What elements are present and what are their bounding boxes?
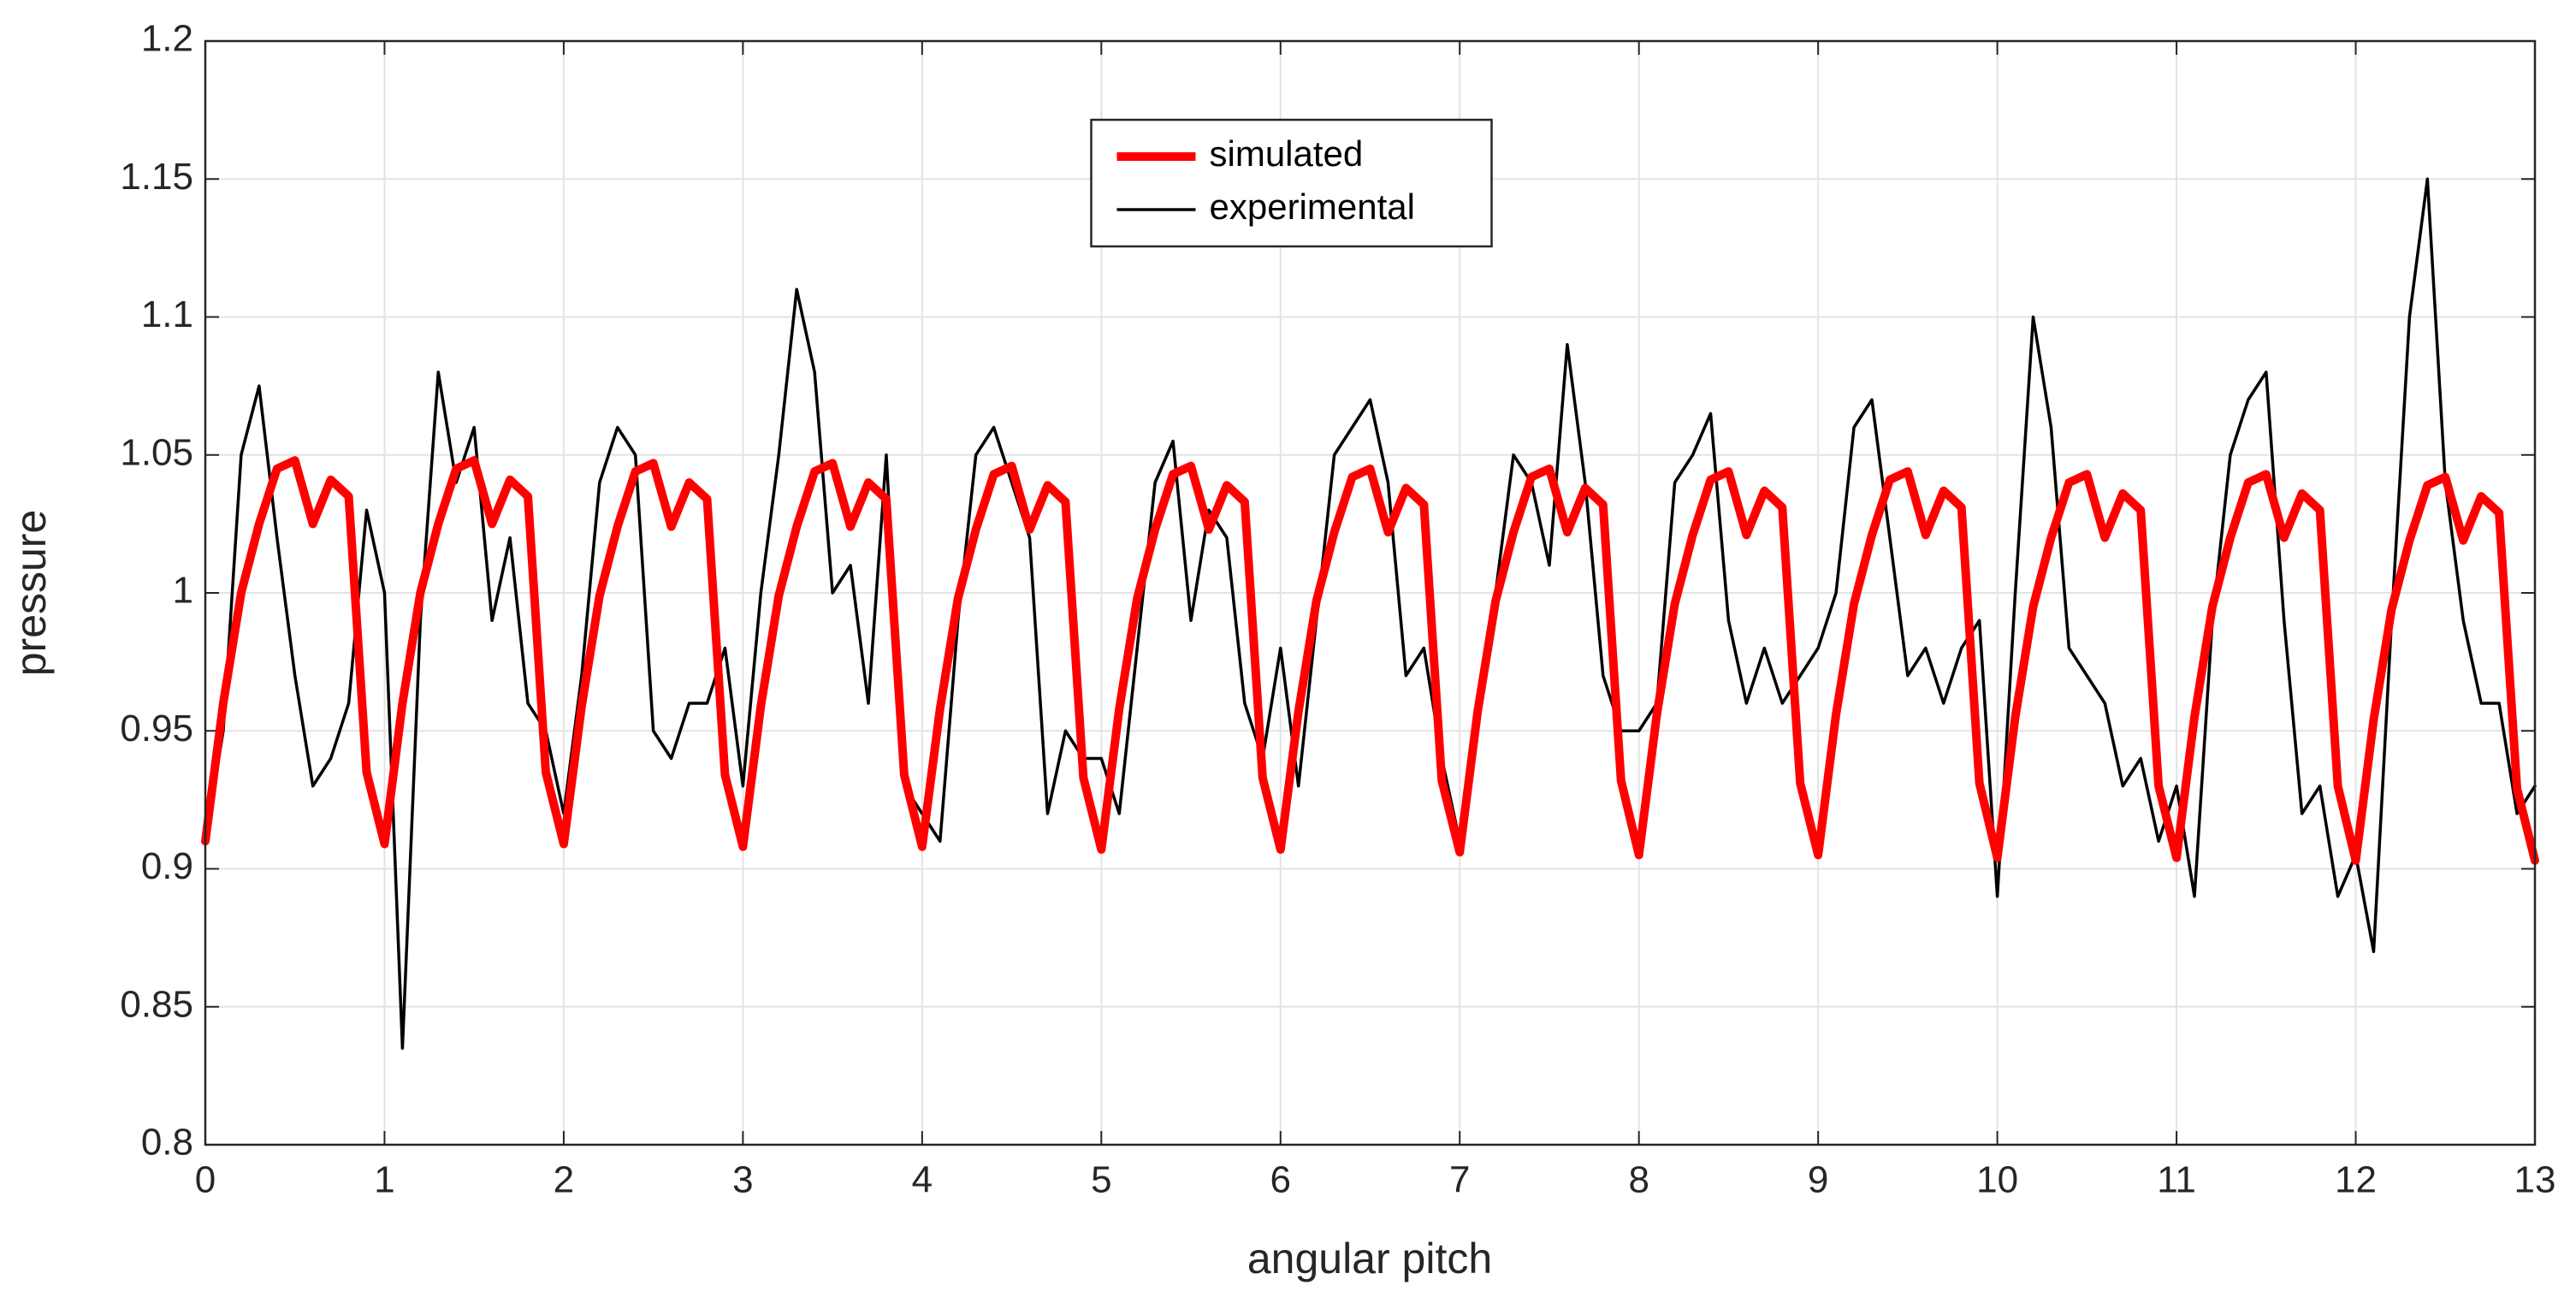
y-tick-label: 1.15 bbox=[120, 156, 193, 198]
y-tick-label: 0.95 bbox=[120, 708, 193, 749]
x-tick-label: 10 bbox=[1976, 1159, 2018, 1201]
x-tick-label: 9 bbox=[1808, 1159, 1828, 1201]
data-line bbox=[204, 177, 2537, 1050]
y-tick-label: 1.05 bbox=[120, 431, 193, 473]
x-tick-label: 1 bbox=[374, 1159, 394, 1201]
legend-label: simulated bbox=[1210, 133, 1364, 174]
x-tick-label: 5 bbox=[1091, 1159, 1111, 1201]
y-tick-label: 0.85 bbox=[120, 983, 193, 1025]
plot-frame bbox=[204, 39, 2537, 1146]
y-tick-label: 0.9 bbox=[141, 845, 193, 887]
legend-label: experimental bbox=[1210, 187, 1415, 227]
x-tick-label: 0 bbox=[195, 1159, 216, 1201]
legend-box bbox=[1090, 118, 1493, 248]
x-axis-label: angular pitch bbox=[1247, 1235, 1492, 1282]
y-tick-label: 1.1 bbox=[141, 293, 193, 335]
x-tick-label: 4 bbox=[912, 1159, 933, 1201]
x-tick-label: 12 bbox=[2335, 1159, 2377, 1201]
x-tick-label: 2 bbox=[554, 1159, 574, 1201]
y-tick-label: 1 bbox=[173, 570, 193, 612]
x-tick-label: 11 bbox=[2157, 1159, 2196, 1201]
data-line bbox=[201, 456, 2539, 865]
y-tick-label: 0.8 bbox=[141, 1122, 193, 1164]
x-tick-label: 3 bbox=[732, 1159, 753, 1201]
legend: simulated experimental bbox=[1090, 118, 1493, 248]
y-axis-label: pressure bbox=[7, 510, 55, 677]
x-tick-label: 8 bbox=[1628, 1159, 1649, 1201]
x-tick-label: 7 bbox=[1449, 1159, 1470, 1201]
y-tick-label: 1.2 bbox=[141, 18, 193, 60]
x-tick-label: 13 bbox=[2514, 1159, 2556, 1201]
x-tick-label: 6 bbox=[1270, 1159, 1291, 1201]
